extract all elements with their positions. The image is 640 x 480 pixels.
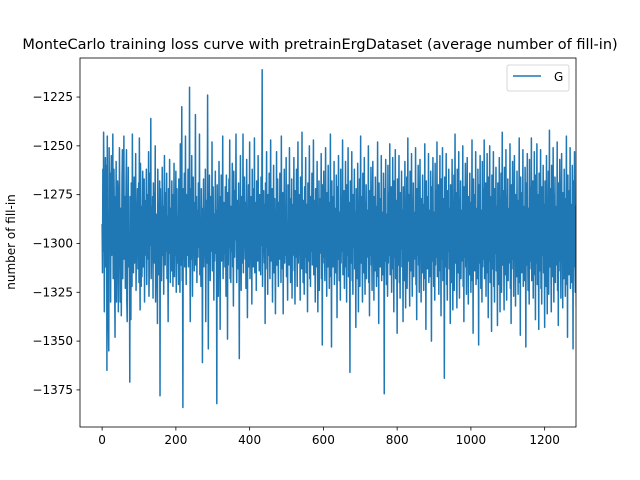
x-tick-label: 0	[98, 433, 106, 447]
legend-box	[506, 64, 570, 92]
series-layer	[101, 68, 576, 409]
y-tick-label: −1325	[32, 285, 73, 299]
axes-frame	[79, 57, 577, 428]
x-tick-label: 600	[312, 433, 335, 447]
y-tick-label: −1250	[32, 139, 73, 153]
y-tick-label: −1300	[32, 236, 73, 250]
x-tick-label: 200	[164, 433, 187, 447]
x-tick-label: 1200	[529, 433, 560, 447]
series-line-G	[101, 68, 576, 409]
y-tick-label: −1275	[32, 188, 73, 202]
y-tick-label: −1375	[32, 383, 73, 397]
y-axis-label: number of fill-in	[4, 194, 18, 290]
x-tick-label: 800	[386, 433, 409, 447]
y-tick-label: −1225	[32, 90, 73, 104]
y-axis: −1375 −1350 −1325 −1300 −1275 −1250 −1225	[32, 90, 80, 397]
y-tick-label: −1350	[32, 334, 73, 348]
x-axis: 0 200 400 600 800 1000 1200	[98, 427, 560, 447]
legend-label: G	[554, 70, 563, 84]
chart-title: MonteCarlo training loss curve with pret…	[22, 37, 617, 53]
x-tick-label: 400	[238, 433, 261, 447]
x-tick-label: 1000	[456, 433, 487, 447]
legend: G	[506, 64, 570, 92]
